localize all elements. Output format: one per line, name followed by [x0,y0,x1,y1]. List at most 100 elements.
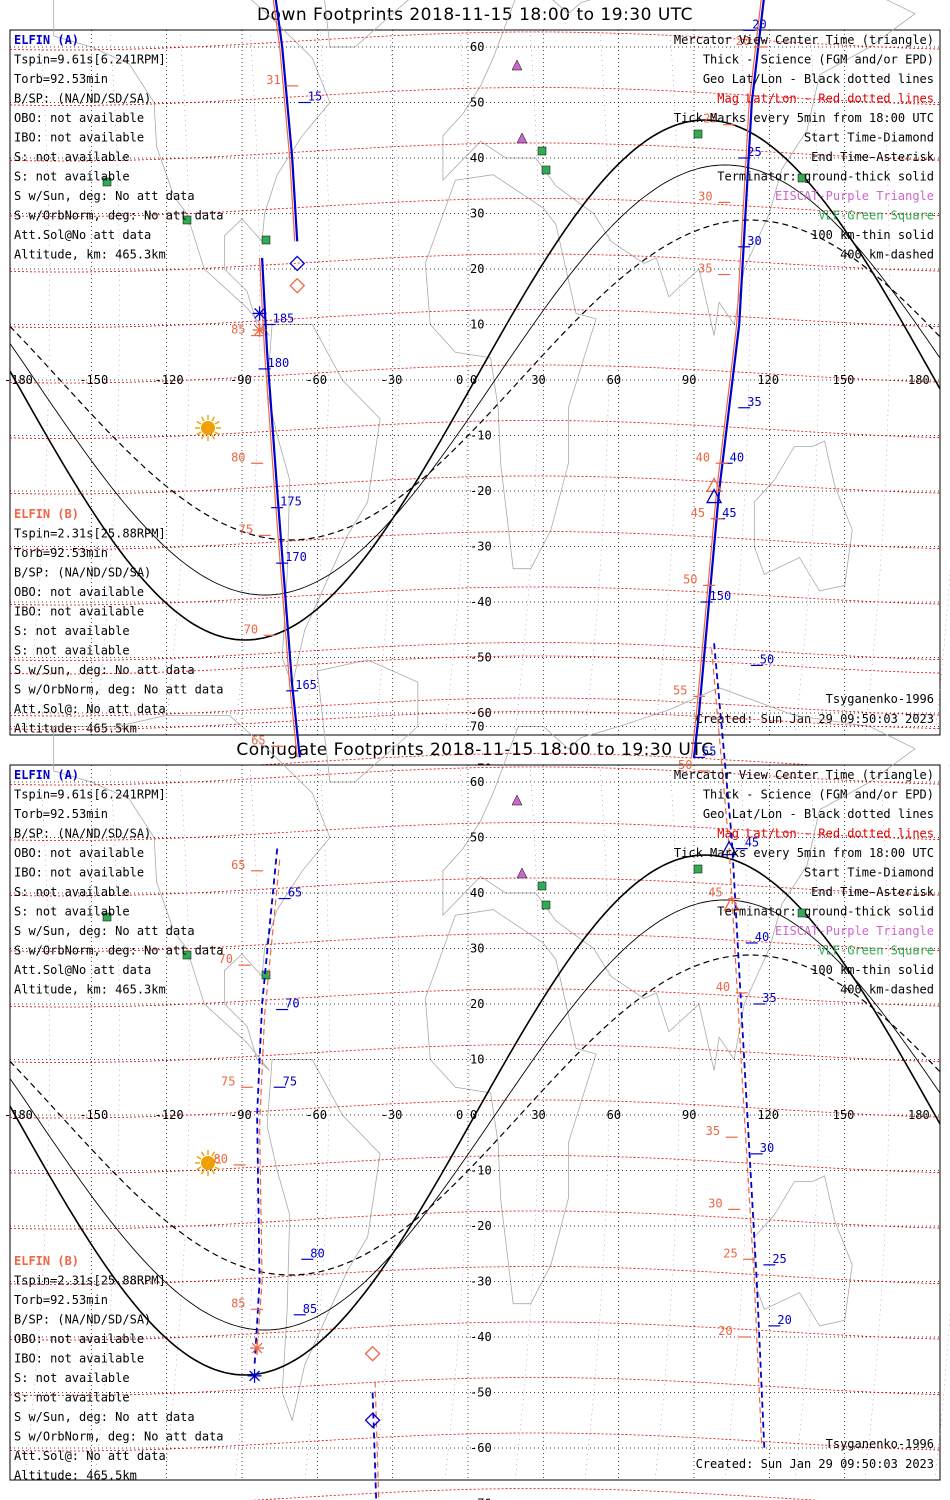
elfin-b-track [272,0,296,242]
longitude-label: -120 [155,1108,184,1122]
elfin-b-tick-label: 30 [698,189,712,203]
end-asterisk [251,1342,263,1354]
elfin-a-info-line: S w/Sun, deg: No att data [14,189,195,203]
longitude-label: 180 [908,373,930,387]
mag-longitude-line [374,29,400,736]
mag-longitude-line [164,29,190,736]
elfin-b-info-line: B/SP: (NA/ND/SD/SA) [14,566,151,580]
elfin-b-heading: ELFIN (B) [14,507,79,521]
coastlines [53,659,916,1422]
vlf-square [797,908,807,918]
longitude-label: 0 [456,1108,463,1122]
latitude-label: 50 [470,96,484,110]
elfin-b-info-line: S w/OrbNorm, deg: No att data [14,683,224,697]
elfin-a-track [713,643,766,1449]
legend-line: Mercator View Center Time (triangle) [674,768,934,782]
legend-line: End Time-Asterisk [811,885,935,899]
elfin-a-info-line: S: not available [14,150,130,164]
created-timestamp: Created: Sun Jan 29 09:50:03 2023 [696,712,934,726]
end-asterisk [254,307,265,319]
center-time-triangle [723,895,740,911]
mag-latitude-line [9,31,941,51]
elfin-a-tick-label: 85 [303,1302,317,1316]
terminator-curve [9,164,941,596]
elfin-b-tick-label: 50 [678,758,692,772]
mag-latitude-line [9,1044,941,1063]
longitude-label: 30 [531,373,545,387]
elfin-a-info-line: S: not available [14,905,130,919]
elfin-b-info-line: OBO: not available [14,1332,144,1346]
legend-line: Thick - Science (FGM and/or EPD) [703,788,934,802]
longitude-label: -150 [79,373,108,387]
elfin-a-info-line: S: not available [14,170,130,184]
sun-ray [211,434,216,440]
latitude-label: -60 [470,706,492,720]
elfin-a-tick-label: 165 [295,678,317,692]
elfin-a-info-line: Tspin=9.61s[6.241RPM] [14,788,166,802]
sun-ray [200,416,205,422]
sun-ray [214,1155,220,1160]
mag-latitude-line [9,198,941,217]
legend-line: 100 km-thin solid [811,963,934,977]
legend-line: VLF-Green Square [818,209,934,223]
elfin-a-tick-label: 175 [280,495,302,509]
vlf-square [537,881,547,891]
latitude-label: -50 [470,1386,492,1400]
elfin-a-tick-label: 20 [752,17,766,31]
elfin-a-track [371,1392,378,1500]
mag-longitude-line [794,29,820,736]
mag-latitude-line [9,642,941,661]
elfin-b-track [259,257,298,758]
latitude-label: 10 [470,318,484,332]
latitude-label: -30 [470,1275,492,1289]
legend-line: Mercator View Center Time (triangle) [674,33,934,47]
longitude-label: 30 [531,1108,545,1122]
start-diamond [289,277,306,294]
elfin-a-tick-label: 45 [722,506,736,520]
elfin-b-info-line: Tspin=2.31s[25.88RPM] [14,527,166,541]
elfin-b-tick-label: 35 [706,1124,720,1138]
conjugate-panel-title: Conjugate Footprints 2018-11-15 18:00 to… [236,740,714,760]
latitude-label: -20 [470,1219,492,1233]
elfin-b-tick-label: 65 [231,858,245,872]
vlf-square [261,235,271,245]
sun-ray [196,1166,202,1171]
mag-latitude-line [9,1155,941,1174]
elfin-a-tick-label: 40 [730,450,744,464]
elfin-b-info-line: S: not available [14,624,130,638]
legend-line: Terminator: ground-thick solid [717,905,934,919]
mag-longitude-line [514,29,540,736]
sun-ray [196,431,202,436]
latitude-label: -50 [470,651,492,665]
elfin-b-info-line: S w/OrbNorm, deg: No att data [14,1430,224,1444]
elfin-b-tick-label: 20 [736,34,750,48]
longitude-label: 120 [757,1108,779,1122]
sun-icon [195,1150,221,1176]
longitude-label: 180 [908,1108,930,1122]
elfin-b-info-line: Torb=92.53min [14,1293,108,1307]
legend-line: VLF-Green Square [818,944,934,958]
elfin-a-tick-label: 65 [288,886,302,900]
mag-latitude-line [9,586,941,606]
sun-ray [200,434,205,440]
model-label: Tsyganenko-1996 [826,1437,934,1451]
mag-latitude-line [9,420,941,439]
sun-ray [211,1169,216,1175]
terminator [9,119,941,641]
elfin-a-track [274,0,299,242]
longitude-label: -30 [381,373,403,387]
start-diamond [364,1412,381,1429]
center-time-triangle [706,488,723,504]
sun-ray [200,1151,205,1157]
terminator-curve [9,899,941,1331]
mag-latitude-line [9,655,941,675]
legend-line: 400 km-dashed [840,983,934,997]
sun-ray [211,1151,216,1157]
terminator-curve [9,119,941,641]
sun-ray [214,431,220,436]
legend-line: Start Time-Diamond [804,131,934,145]
sun-ray [196,420,202,425]
mag-latitude-line [9,1099,941,1119]
longitude-label: -90 [230,373,252,387]
